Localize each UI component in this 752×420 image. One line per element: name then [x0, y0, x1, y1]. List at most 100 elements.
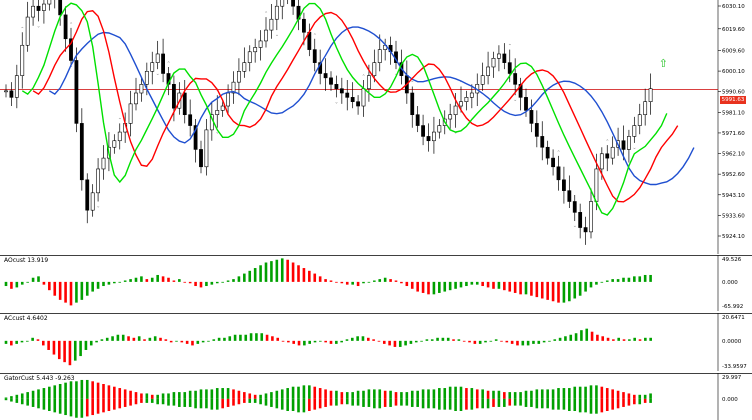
candle — [96, 168, 100, 194]
ao-bar — [503, 281, 506, 291]
gator-lower-bar — [633, 398, 636, 405]
ac-bar — [255, 333, 258, 341]
candle — [58, 0, 63, 16]
candle — [144, 71, 149, 85]
ao-bar — [481, 281, 484, 287]
gator-upper-bar — [465, 388, 468, 399]
gator-lower-bar — [140, 398, 143, 403]
ao-bar — [351, 281, 354, 285]
ao-bar — [513, 281, 517, 293]
candle — [161, 53, 165, 74]
gator-lower-bar — [313, 398, 317, 410]
fractal-up-icon: ⌃ — [605, 139, 609, 145]
gator-lower-bar — [150, 398, 154, 403]
gator-upper-bar — [199, 389, 203, 399]
ao-bar — [562, 281, 566, 303]
candle — [540, 136, 545, 148]
ac-bar — [36, 339, 40, 341]
ac-bar — [478, 340, 482, 344]
gator-upper-bar — [69, 381, 73, 399]
candle — [491, 57, 496, 68]
gator-upper-bar — [335, 390, 338, 399]
gator-upper-bar — [454, 386, 457, 399]
price-chart[interactable]: 6030.10 6019.60 6009.60 6000.10 5990.60 5981.… — [0, 0, 752, 254]
ao-bar — [253, 268, 257, 282]
ao-bar — [4, 281, 8, 287]
candle — [36, 5, 41, 11]
candle — [204, 129, 209, 168]
candle — [534, 123, 539, 137]
ao-bar — [96, 281, 100, 289]
pane-tick-label: -33.9597 — [722, 364, 747, 370]
gator-lower-bar — [351, 398, 354, 406]
ao-bar — [405, 281, 409, 287]
ac-bar — [601, 336, 605, 341]
ac-indicator-pane[interactable]: 20.6471 0.0000 -33.9597 — [0, 313, 752, 371]
gator-lower-bar — [421, 398, 425, 409]
ac-bar — [569, 334, 573, 341]
ao-bar — [318, 276, 322, 282]
ac-bar — [649, 337, 652, 341]
gator-indicator-pane[interactable]: 29.997 0.000 — [0, 373, 752, 420]
gator-upper-bar — [205, 389, 208, 399]
gator-upper-bar — [470, 388, 474, 399]
gator-lower-bar — [58, 398, 62, 414]
candle — [529, 110, 534, 124]
ao-bar — [329, 280, 333, 282]
gator-title: GatorCust 5.443 -9.263 — [4, 375, 75, 382]
gator-upper-bar — [378, 389, 382, 399]
ao-bar — [161, 276, 165, 282]
gator-upper-bar — [443, 388, 447, 399]
gator-lower-bar — [524, 398, 528, 407]
ao-bar — [421, 281, 425, 293]
ao-bar — [183, 281, 187, 283]
gator-upper-bar — [416, 390, 419, 399]
ac-bar — [425, 339, 429, 341]
candle — [632, 125, 637, 137]
price-tick-label: 5962.10 — [722, 152, 745, 158]
gator-lower-bar — [535, 398, 539, 409]
candle — [372, 62, 377, 76]
gator-lower-bar — [318, 398, 322, 409]
gator-lower-bar — [643, 398, 647, 403]
ao-bar — [578, 281, 582, 296]
ac-bar — [606, 337, 610, 341]
gator-lower-bar — [470, 398, 474, 410]
gator-lower-bar — [183, 398, 187, 407]
ao-bar — [275, 259, 279, 282]
ao-bar — [102, 281, 105, 287]
gator-upper-bar — [595, 385, 598, 399]
price-tick-label: 6030.10 — [722, 4, 745, 10]
ac-bar — [89, 340, 93, 346]
gator-lower-bar — [302, 398, 306, 413]
gator-lower-bar — [91, 398, 94, 416]
gator-lower-bar — [329, 398, 333, 406]
ao-indicator-pane[interactable]: 49.526 0.000 -65.992 — [0, 255, 752, 311]
ao-bar — [178, 279, 181, 282]
gator-lower-bar — [232, 398, 235, 406]
ao-bar — [156, 274, 159, 282]
candle — [426, 136, 431, 142]
candle — [31, 5, 35, 18]
gator-upper-bar — [508, 392, 512, 399]
ao-bar — [400, 281, 403, 284]
gator-upper-bar — [37, 389, 40, 399]
price-tick-label: 5924.10 — [722, 234, 745, 240]
candle — [513, 73, 518, 85]
candle — [469, 92, 474, 98]
gator-lower-bar — [459, 398, 463, 411]
gator-upper-bar — [48, 386, 51, 399]
gator-lower-bar — [199, 398, 203, 409]
gator-lower-bar — [611, 398, 614, 410]
candle — [42, 3, 46, 11]
candle — [258, 40, 263, 48]
ao-bar — [470, 281, 474, 285]
candle — [437, 125, 442, 133]
gator-upper-bar — [649, 393, 652, 399]
candle — [507, 62, 512, 74]
candle — [637, 114, 642, 126]
ac-bar — [244, 334, 248, 341]
candle — [274, 5, 279, 20]
price-tick-label: 6000.10 — [722, 69, 745, 75]
ac-bar — [345, 339, 349, 341]
